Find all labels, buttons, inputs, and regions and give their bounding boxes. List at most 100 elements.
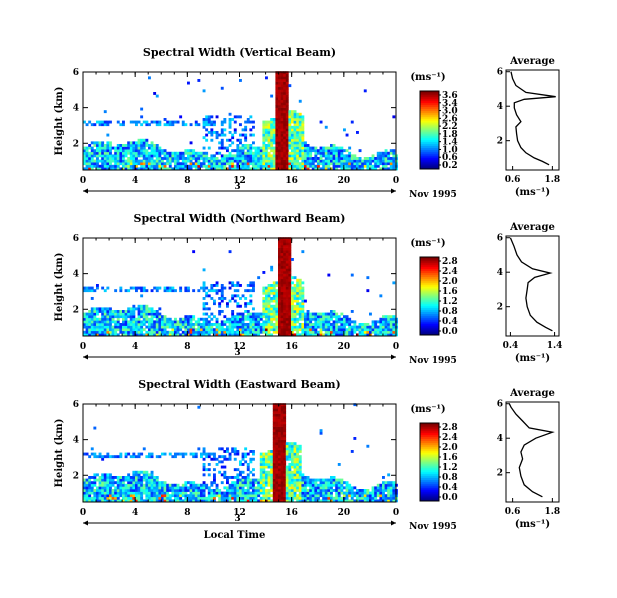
heat-cell: [153, 154, 157, 158]
heat-cell: [293, 123, 297, 127]
heat-cell: [283, 86, 287, 90]
heat-cell: [392, 149, 396, 153]
heat-cell: [187, 157, 190, 160]
heat-cell: [127, 144, 131, 147]
heat-cell: [233, 494, 237, 498]
heat-cell: [220, 86, 224, 90]
heat-cell: [324, 125, 328, 129]
heat-cell: [371, 320, 375, 324]
panel-0: Spectral Width (Vertical Beam)Height (km…: [54, 46, 560, 200]
heat-cell: [283, 333, 287, 337]
heat-cell: [275, 447, 279, 451]
heat-cell: [262, 460, 266, 464]
heat-cell: [267, 483, 271, 487]
heat-cell: [96, 154, 99, 158]
heat-cell: [389, 325, 393, 329]
heat-cell: [319, 483, 323, 487]
heat-cell: [311, 330, 315, 334]
heat-cell: [259, 478, 263, 482]
heat-cell: [246, 310, 250, 313]
heat-cell: [145, 120, 149, 124]
heat-cell: [249, 457, 253, 461]
heat-cell: [265, 159, 268, 163]
heat-cell: [200, 154, 203, 158]
heat-cell: [83, 167, 86, 171]
heat-cell: [114, 494, 118, 498]
heat-cell: [275, 131, 279, 134]
heat-cell: [197, 483, 201, 487]
heat-cell: [109, 317, 112, 321]
heat-cell: [85, 320, 89, 324]
heat-cell: [205, 115, 209, 119]
colorbar-segment: [420, 100, 439, 104]
heat-cell: [298, 146, 302, 150]
heat-cell: [226, 494, 229, 498]
heat-cell: [252, 281, 255, 285]
heat-cell: [270, 499, 274, 503]
heat-cell: [158, 120, 162, 124]
heat-cell: [288, 491, 292, 495]
heat-cell: [236, 317, 240, 321]
heat-cell: [252, 489, 255, 492]
heat-cell: [270, 131, 274, 134]
heat-cell: [161, 328, 164, 332]
heat-cell: [202, 447, 206, 451]
heat-cell: [127, 476, 131, 479]
heat-cell: [272, 141, 276, 145]
heat-cell: [210, 452, 214, 456]
heat-cell: [283, 281, 287, 285]
heat-cell: [270, 133, 274, 137]
heat-cell: [265, 151, 268, 155]
heat-cell: [314, 489, 318, 492]
heat-cell: [124, 496, 128, 500]
heat-cell: [239, 333, 242, 337]
heat-cell: [171, 167, 175, 171]
heat-cell: [103, 307, 107, 311]
heat-cell: [244, 455, 248, 459]
heat-cell: [306, 333, 310, 337]
heat-cell: [111, 154, 115, 158]
heat-cell: [280, 125, 284, 129]
heat-cell: [366, 494, 370, 498]
heat-cell: [124, 149, 128, 153]
heat-cell: [153, 330, 157, 334]
heat-cell: [285, 281, 289, 285]
heat-cell: [275, 486, 279, 490]
heat-cell: [337, 159, 341, 163]
heat-cell: [231, 157, 235, 160]
heat-cell: [218, 146, 222, 150]
heat-cell: [392, 164, 396, 168]
colorbar-segment: [420, 448, 439, 451]
heat-cell: [96, 333, 99, 337]
heat-cell: [384, 320, 388, 324]
heat-cell: [278, 107, 281, 111]
heat-cell: [215, 159, 219, 163]
heat-cell: [241, 154, 245, 158]
heat-cell: [314, 154, 318, 158]
heat-cell: [210, 154, 214, 158]
heat-cell: [298, 297, 302, 300]
heat-cell: [129, 494, 133, 498]
heat-cell: [202, 297, 206, 300]
heat-cell: [291, 258, 294, 261]
heat-cell: [278, 408, 281, 412]
colorbar-tick-label: 3.6: [442, 91, 458, 101]
heat-cell: [187, 489, 190, 492]
heat-cell: [283, 411, 287, 414]
heat-cell: [314, 323, 318, 326]
heat-cell: [106, 473, 110, 477]
heat-cell: [324, 494, 328, 498]
colorbar-unit: (ms⁻¹): [410, 404, 445, 415]
heat-cell: [109, 491, 112, 495]
heat-cell: [374, 325, 378, 329]
heat-cell: [280, 328, 284, 332]
heat-cell: [83, 486, 86, 490]
heat-cell: [262, 486, 266, 490]
heat-cell: [374, 491, 378, 495]
heat-cell: [148, 154, 151, 158]
heat-cell: [293, 276, 297, 280]
x-tick-label: 0: [393, 508, 399, 518]
colorbar-segment: [420, 296, 439, 299]
heat-cell: [205, 291, 209, 295]
heat-cell: [301, 496, 305, 500]
